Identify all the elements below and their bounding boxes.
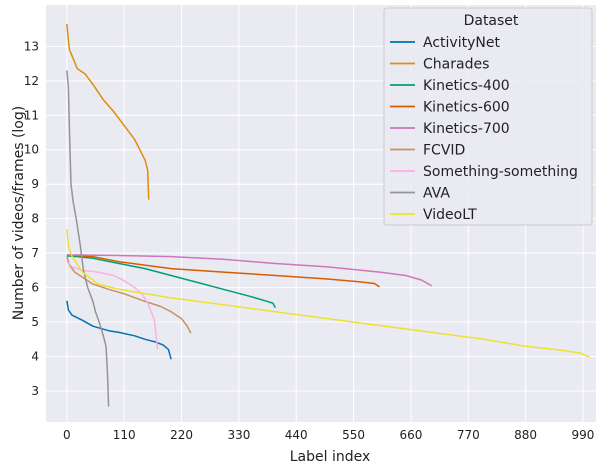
y-tick-label: 12 [24, 74, 39, 88]
x-tick-labels: 0 110 220 330 440 550 660 770 880 990 [63, 428, 594, 442]
legend-label-something-something: Something-something [423, 164, 578, 180]
x-tick-label: 770 [457, 428, 480, 442]
x-axis-title: Label index [290, 449, 371, 465]
series-line-activitynet [66, 300, 172, 360]
y-tick-label: 10 [24, 143, 39, 157]
x-tick-label: 220 [170, 428, 193, 442]
legend-label-kinetics-400: Kinetics-400 [423, 78, 510, 94]
legend-box [383, 7, 593, 226]
x-tick-label: 0 [63, 428, 71, 442]
series-line-fcvid [66, 256, 192, 334]
x-tick-label: 550 [342, 428, 365, 442]
x-tick-label: 880 [514, 428, 537, 442]
x-tick-label: 660 [399, 428, 422, 442]
legend-label-videolt: VideoLT [423, 207, 477, 223]
legend-label-ava: AVA [423, 186, 450, 202]
y-tick-label: 4 [31, 350, 39, 364]
legend-entries: ActivityNet Charades Kinetics-400 Kinetics-… [390, 35, 578, 223]
series-lines [66, 23, 590, 407]
x-tick-label: 440 [285, 428, 308, 442]
series-line-kinetics-600 [66, 254, 381, 288]
legend-label-kinetics-700: Kinetics-700 [423, 121, 510, 137]
legend-label-charades: Charades [423, 57, 489, 73]
series-line-kinetics-700 [66, 254, 433, 287]
y-tick-label: 5 [31, 315, 39, 329]
legend: Dataset ActivityNet Charades Kinetics-400 K… [383, 7, 593, 226]
y-tick-label: 3 [31, 384, 39, 398]
y-tick-label: 6 [31, 281, 39, 295]
y-tick-label: 8 [31, 212, 39, 226]
y-tick-label: 9 [31, 177, 39, 191]
y-tick-label: 7 [31, 246, 39, 260]
series-line-videolt [66, 228, 590, 358]
series-line-kinetics-400 [66, 255, 277, 308]
x-tick-label: 990 [572, 428, 595, 442]
y-tick-label: 11 [24, 108, 39, 122]
series-line-charades [66, 23, 150, 200]
legend-label-fcvid: FCVID [423, 143, 465, 159]
legend-title: Dataset [464, 13, 519, 29]
legend-label-activitynet: ActivityNet [423, 35, 500, 51]
series-line-ava [66, 70, 110, 407]
series-line-something-something [66, 261, 159, 350]
y-tick-labels: 3 4 5 6 7 8 9 10 11 12 13 [24, 39, 39, 398]
x-tick-label: 110 [113, 428, 136, 442]
y-axis-title: Number of videos/frames (log) [11, 106, 27, 320]
x-tick-label: 330 [227, 428, 250, 442]
y-tick-label: 13 [24, 39, 39, 53]
legend-label-kinetics-600: Kinetics-600 [423, 100, 510, 116]
